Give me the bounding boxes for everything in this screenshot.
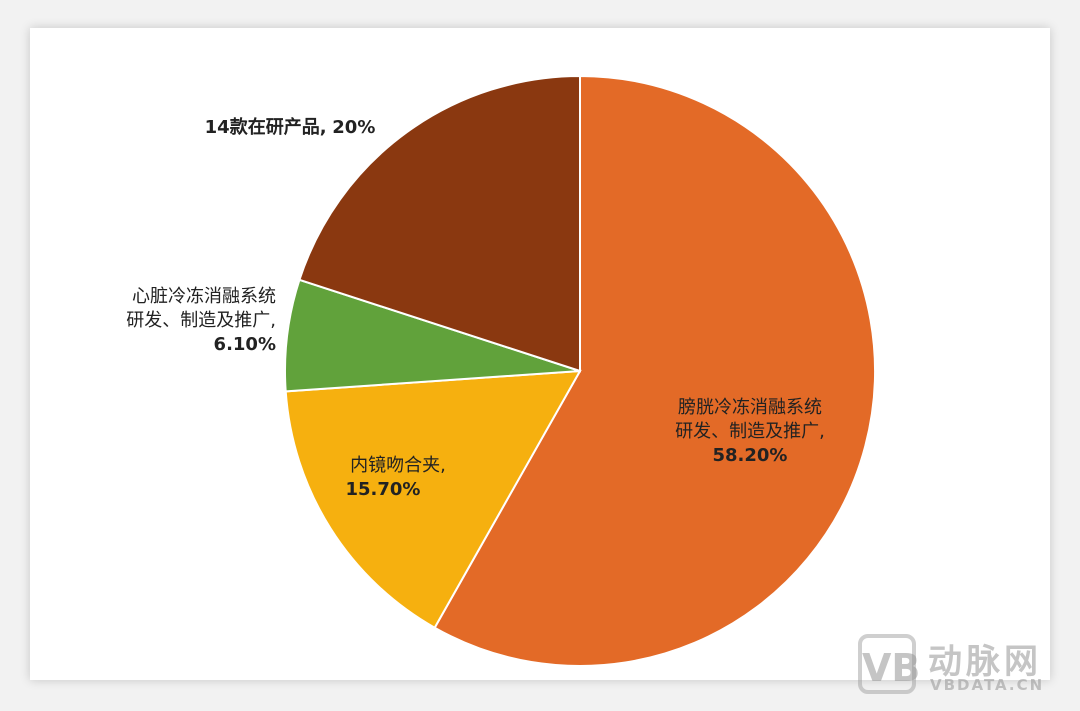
value-label: 15.70% (345, 479, 421, 500)
watermark-site: VBDATA.CN (930, 676, 1045, 694)
watermark-logo: VB (858, 634, 920, 694)
data-label: 膀胱冷冻消融系统研发、制造及推广, 58.20% (668, 396, 832, 468)
value-label: 20% (332, 117, 376, 138)
pie-slice (284, 369, 582, 630)
data-label: 心脏冷冻消融系统研发、制造及推广, 6.10% (80, 285, 276, 357)
category-label: 内镜吻合夹, (350, 455, 446, 476)
value-label: 58.20% (712, 445, 788, 466)
category-label: 膀胱冷冻消融系统研发、制造及推广, (675, 397, 825, 442)
category-label: 14款在研产品, (204, 117, 327, 138)
data-label: 14款在研产品, 20% (170, 116, 410, 140)
pie-slice (298, 74, 581, 373)
data-label: 内镜吻合夹, 15.70% (318, 454, 448, 502)
value-label: 6.10% (213, 334, 276, 355)
category-label: 心脏冷冻消融系统研发、制造及推广, (126, 286, 276, 331)
watermark-name: 动脉网 (928, 642, 1042, 682)
pie-slice (433, 74, 876, 667)
